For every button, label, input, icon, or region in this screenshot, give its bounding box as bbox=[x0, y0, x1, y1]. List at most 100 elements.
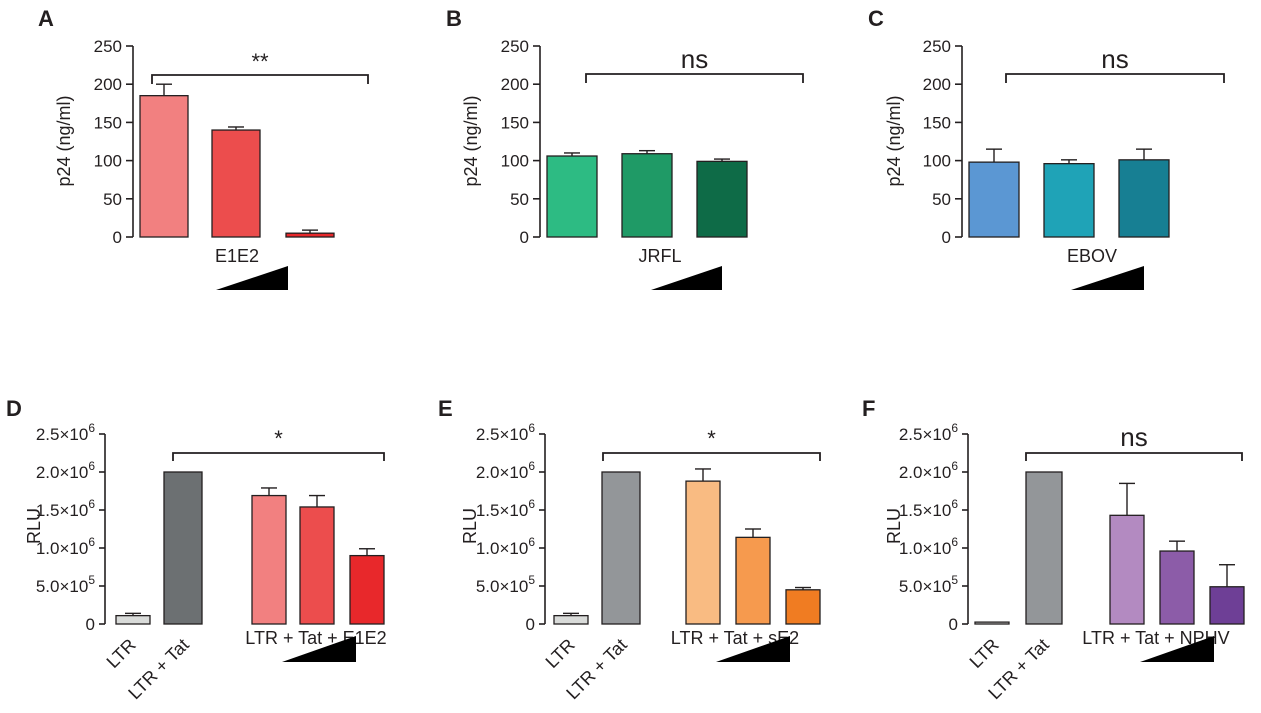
bar bbox=[115, 614, 151, 625]
y-tick-label: 0 bbox=[949, 615, 958, 634]
y-tick-mantissa: 1.5×10 bbox=[899, 501, 951, 520]
bar bbox=[251, 494, 287, 625]
y-tick-label: 1.0×106 bbox=[476, 535, 535, 558]
panel-b: B 0 50 100 150 200 250 p24 (ng/ml) ns JRFL bbox=[446, 6, 804, 290]
y-tick-mantissa: 1.0×10 bbox=[899, 539, 951, 558]
group-label: JRFL bbox=[638, 246, 681, 266]
y-tick-label: 250 bbox=[501, 37, 529, 56]
significance-label: ** bbox=[251, 49, 269, 74]
bar bbox=[685, 480, 721, 625]
bar bbox=[974, 621, 1010, 625]
group-label: LTR + Tat + NPHV bbox=[1082, 628, 1229, 648]
y-tick-label: 50 bbox=[103, 190, 122, 209]
y-tick-label: 2.5×106 bbox=[476, 421, 535, 444]
y-tick-exponent: 6 bbox=[951, 421, 958, 435]
bar bbox=[553, 614, 589, 625]
y-tick-exponent: 6 bbox=[88, 535, 95, 549]
significance-bracket bbox=[151, 74, 369, 84]
dose-wedge bbox=[716, 636, 790, 662]
y-axis-label: p24 (ng/ml) bbox=[884, 95, 904, 186]
bar bbox=[968, 161, 1020, 238]
y-tick-mantissa: 2.0×10 bbox=[899, 463, 951, 482]
y-tick-mantissa: 2.5×10 bbox=[476, 425, 528, 444]
y-tick-label: 150 bbox=[94, 113, 122, 132]
y-tick-label: 1.5×106 bbox=[36, 497, 95, 520]
y-tick-label: 1.0×106 bbox=[36, 535, 95, 558]
y-tick-exponent: 6 bbox=[528, 497, 535, 511]
y-tick-mantissa: 2.0×10 bbox=[36, 463, 88, 482]
y-tick-mantissa: 5.0×10 bbox=[36, 577, 88, 596]
y-tick-exponent: 6 bbox=[951, 459, 958, 473]
significance-bracket bbox=[585, 73, 804, 83]
y-tick-label: 50 bbox=[932, 190, 951, 209]
panel-label: E bbox=[438, 396, 453, 421]
y-tick-label: 150 bbox=[923, 113, 951, 132]
dose-wedge bbox=[282, 636, 356, 662]
group-label: LTR + Tat + E1E2 bbox=[245, 628, 386, 648]
bar bbox=[349, 554, 385, 625]
bar bbox=[601, 471, 641, 625]
y-tick-label: 2.0×106 bbox=[899, 459, 958, 482]
significance-bracket bbox=[602, 452, 821, 461]
y-tick-label: 5.0×105 bbox=[476, 573, 535, 596]
dose-wedge bbox=[216, 266, 288, 290]
y-tick-label: 1.0×106 bbox=[899, 535, 958, 558]
y-tick-label: 0 bbox=[113, 228, 122, 247]
y-tick-exponent: 5 bbox=[951, 573, 958, 587]
panel-label: D bbox=[6, 396, 22, 421]
y-tick-label: 250 bbox=[94, 37, 122, 56]
y-tick-label: 100 bbox=[501, 152, 529, 171]
y-tick-mantissa: 1.0×10 bbox=[476, 539, 528, 558]
y-tick-label: 5.0×105 bbox=[899, 573, 958, 596]
significance-bracket bbox=[1025, 452, 1243, 461]
y-tick-label: 1.5×106 bbox=[476, 497, 535, 520]
y-tick-label: 200 bbox=[501, 75, 529, 94]
y-tick-label: 100 bbox=[94, 152, 122, 171]
y-tick-label: 0 bbox=[526, 615, 535, 634]
dose-wedge bbox=[651, 266, 722, 290]
significance-bracket bbox=[1005, 73, 1225, 83]
significance-bracket bbox=[172, 452, 385, 461]
significance-label: * bbox=[274, 426, 283, 451]
y-tick-label: 5.0×105 bbox=[36, 573, 95, 596]
y-tick-label: 1.5×106 bbox=[899, 497, 958, 520]
y-tick-exponent: 6 bbox=[88, 421, 95, 435]
y-tick-exponent: 6 bbox=[951, 497, 958, 511]
group-label: EBOV bbox=[1067, 246, 1117, 266]
y-tick-mantissa: 0 bbox=[86, 615, 95, 634]
dose-wedge bbox=[1140, 636, 1214, 662]
significance-label: ns bbox=[1120, 422, 1147, 452]
dose-wedge bbox=[1071, 266, 1144, 290]
y-tick-exponent: 6 bbox=[951, 535, 958, 549]
y-tick-mantissa: 2.5×10 bbox=[36, 425, 88, 444]
panel-e: E05.0×1051.0×1061.5×1062.0×1062.5×106RLU… bbox=[438, 396, 821, 703]
y-axis-label: RLU bbox=[24, 508, 44, 544]
y-tick-exponent: 6 bbox=[88, 497, 95, 511]
y-tick-label: 100 bbox=[923, 152, 951, 171]
panel-a: A 0 50 100 150 200 250 p24 (ng/ml) ** E1E2 bbox=[38, 6, 369, 290]
y-tick-label: 2.5×106 bbox=[899, 421, 958, 444]
bar bbox=[1025, 471, 1063, 625]
y-tick-label: 0 bbox=[942, 228, 951, 247]
bar bbox=[735, 536, 771, 625]
bar bbox=[696, 160, 748, 238]
y-tick-mantissa: 1.0×10 bbox=[36, 539, 88, 558]
significance-label: ns bbox=[681, 44, 708, 74]
y-tick-label: 0 bbox=[86, 615, 95, 634]
y-tick-mantissa: 0 bbox=[526, 615, 535, 634]
panel-d: D05.0×1051.0×1061.5×1062.0×1062.5×106RLU… bbox=[6, 396, 387, 703]
panel-label: A bbox=[38, 6, 54, 31]
y-tick-exponent: 6 bbox=[528, 535, 535, 549]
y-tick-label: 2.0×106 bbox=[36, 459, 95, 482]
bar bbox=[1109, 514, 1145, 625]
group-label: E1E2 bbox=[215, 246, 259, 266]
panel-label: F bbox=[862, 396, 875, 421]
y-tick-mantissa: 5.0×10 bbox=[899, 577, 951, 596]
bar bbox=[285, 232, 335, 238]
panel-label: C bbox=[868, 6, 884, 31]
y-tick-mantissa: 0 bbox=[949, 615, 958, 634]
y-tick-mantissa: 5.0×10 bbox=[476, 577, 528, 596]
group-label: LTR + Tat + sE2 bbox=[671, 628, 799, 648]
bar bbox=[211, 129, 261, 238]
